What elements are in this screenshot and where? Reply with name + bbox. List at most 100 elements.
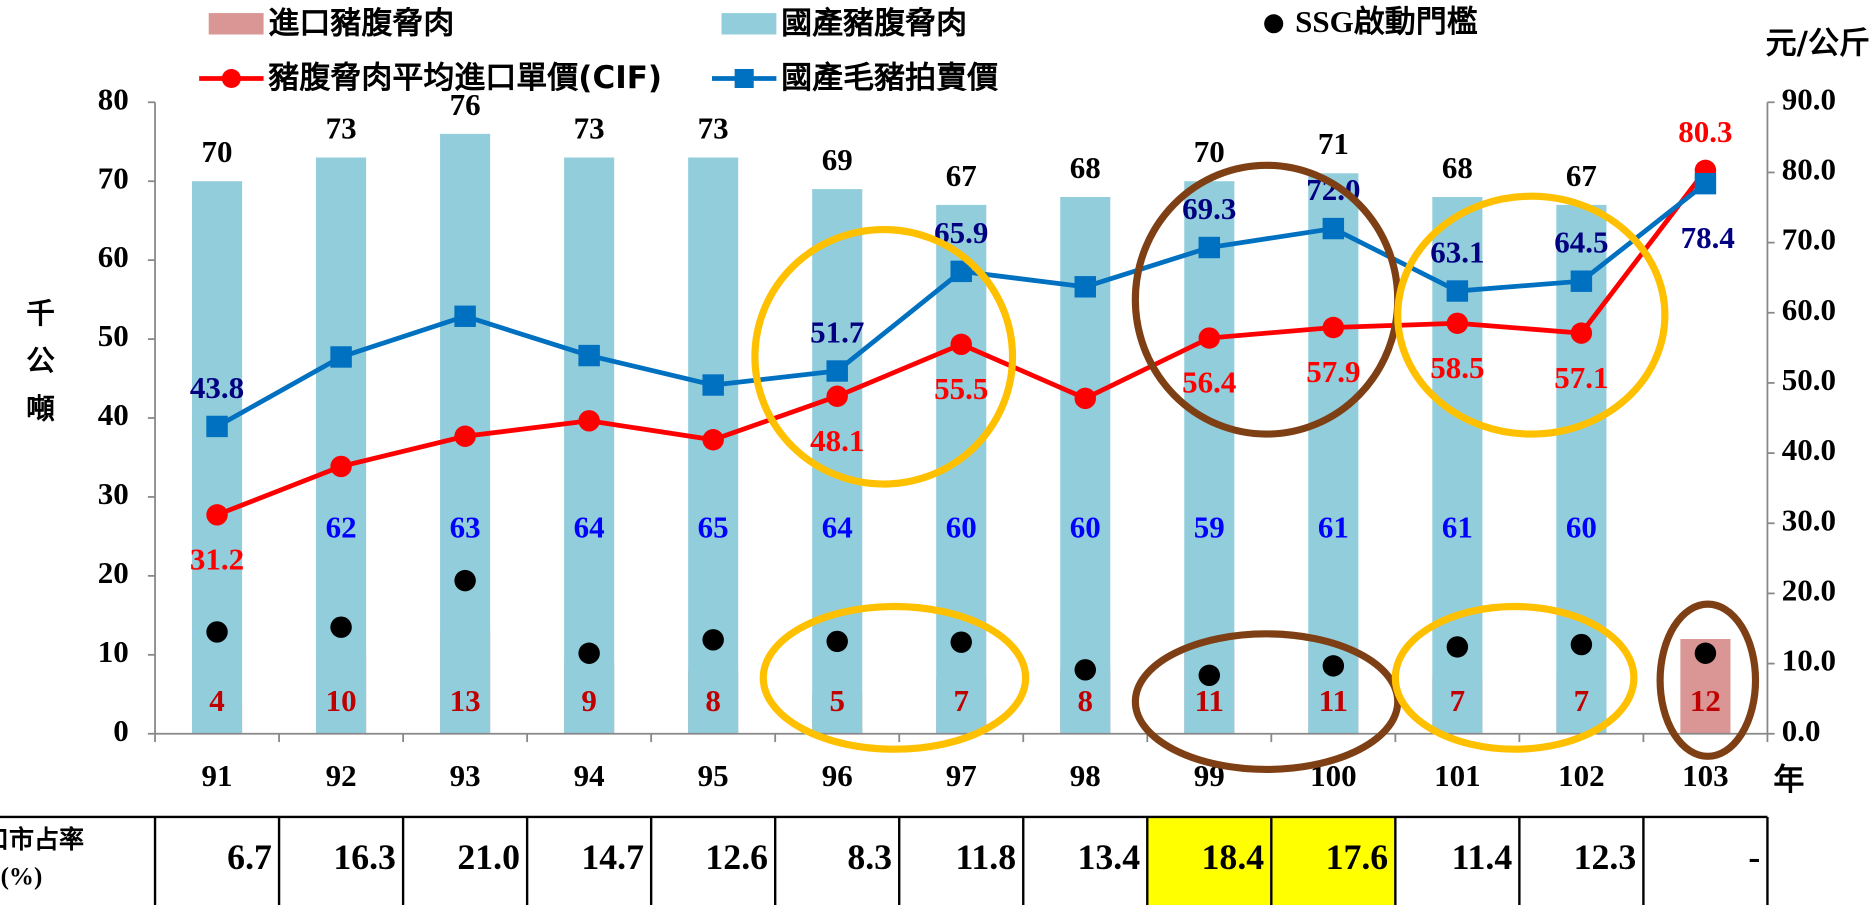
highlight-circle bbox=[759, 602, 1030, 753]
bar-label: 65 bbox=[698, 510, 729, 545]
marker bbox=[578, 344, 600, 367]
highlight-circle bbox=[751, 225, 1017, 488]
data-label: 56.4 bbox=[1182, 365, 1236, 400]
legend-label: 進口豬腹脅肉 bbox=[268, 6, 454, 42]
y2-tick-label: 30.0 bbox=[1782, 502, 1836, 537]
bar bbox=[1184, 181, 1235, 734]
bar-label: 13 bbox=[450, 683, 481, 718]
total-label: 73 bbox=[698, 111, 729, 146]
bar-label: 5 bbox=[829, 683, 845, 718]
point bbox=[1694, 642, 1717, 664]
x-tick-label: 91 bbox=[202, 758, 233, 793]
bar-label: 7 bbox=[1450, 683, 1466, 718]
total-label: 76 bbox=[450, 87, 481, 122]
legend-swatch bbox=[734, 68, 754, 89]
total-label: 68 bbox=[1442, 150, 1473, 185]
total-label: 67 bbox=[946, 158, 977, 193]
table-cell: 18.4 bbox=[1202, 837, 1265, 877]
y2-tick-label: 0.0 bbox=[1782, 713, 1821, 748]
table-cell: 11.8 bbox=[955, 837, 1016, 877]
point bbox=[1074, 659, 1097, 681]
table-cell: - bbox=[1748, 837, 1760, 877]
x-tick-label: 101 bbox=[1434, 758, 1481, 793]
bar bbox=[192, 181, 243, 734]
legend-swatch bbox=[1264, 14, 1284, 34]
marker bbox=[1446, 280, 1469, 302]
table-cell: 21.0 bbox=[457, 837, 520, 877]
x-tick-label: 92 bbox=[326, 758, 357, 793]
marker bbox=[1074, 387, 1097, 410]
point bbox=[950, 631, 972, 653]
total-label: 73 bbox=[326, 111, 357, 146]
bar-label: 12 bbox=[1690, 683, 1721, 718]
table-cell: 16.3 bbox=[333, 837, 396, 877]
marker bbox=[454, 425, 476, 447]
y2-tick-label: 90.0 bbox=[1782, 81, 1836, 116]
total-label: 70 bbox=[202, 134, 233, 169]
point bbox=[1570, 633, 1593, 656]
highlight-circle bbox=[1131, 630, 1402, 773]
marker bbox=[330, 346, 352, 368]
data-label: 31.2 bbox=[190, 542, 244, 577]
point bbox=[1198, 664, 1221, 687]
legend-label: SSG啟動門檻 bbox=[1295, 4, 1478, 39]
annotations bbox=[751, 161, 1760, 773]
marker bbox=[1074, 276, 1097, 298]
y2-label: 元/公斤 bbox=[1766, 26, 1870, 62]
y-tick-label: 50 bbox=[98, 318, 129, 353]
bar-label: 59 bbox=[1194, 510, 1225, 545]
marker bbox=[702, 429, 724, 451]
legend-label: 豬腹脅肉平均進口單價(CIF) bbox=[268, 60, 662, 96]
y-tick-label: 60 bbox=[98, 239, 129, 274]
bar-label: 61 bbox=[1442, 510, 1473, 545]
table-row-label: 進口市占率 bbox=[0, 825, 84, 854]
y-label: 千公噸 bbox=[26, 296, 55, 425]
data-label: 48.1 bbox=[810, 423, 864, 458]
bar-label: 4 bbox=[209, 683, 225, 718]
x-unit: 年 bbox=[1773, 762, 1804, 798]
bar bbox=[564, 157, 615, 734]
bar-label: 11 bbox=[1195, 683, 1224, 718]
table-cell: 11.4 bbox=[1452, 837, 1513, 877]
bar-label: 64 bbox=[574, 510, 605, 545]
bar-label: 61 bbox=[1318, 510, 1349, 545]
y-tick-label: 80 bbox=[98, 81, 129, 116]
y-tick-label: 0 bbox=[113, 713, 129, 748]
x-tick-label: 93 bbox=[450, 758, 481, 793]
bar-label: 60 bbox=[1566, 510, 1597, 545]
table-cell: 13.4 bbox=[1078, 837, 1141, 877]
y-tick-label: 30 bbox=[98, 476, 129, 511]
marker bbox=[454, 305, 476, 327]
y2-tick-label: 70.0 bbox=[1782, 222, 1836, 257]
y-tick-label: 20 bbox=[98, 555, 129, 590]
total-label: 73 bbox=[574, 111, 605, 146]
table-cell: 8.3 bbox=[847, 837, 892, 877]
data-label: 69.3 bbox=[1182, 191, 1236, 226]
legend-swatch bbox=[208, 13, 264, 35]
point bbox=[578, 642, 600, 664]
marker bbox=[330, 455, 352, 478]
data-label: 55.5 bbox=[934, 371, 988, 406]
x-tick-label: 97 bbox=[946, 758, 977, 793]
cell-highlight bbox=[1271, 816, 1396, 905]
x-tick-label: 103 bbox=[1682, 758, 1729, 793]
bar-label: 60 bbox=[1070, 510, 1101, 545]
legend-label: 國產毛豬拍賣價 bbox=[781, 60, 998, 96]
cell-highlight bbox=[1147, 816, 1272, 905]
total-label: 70 bbox=[1194, 134, 1225, 169]
marker bbox=[1198, 236, 1221, 259]
x-tick-label: 96 bbox=[822, 758, 853, 793]
y2-tick-label: 10.0 bbox=[1782, 643, 1836, 678]
highlight-circle bbox=[1656, 600, 1760, 760]
bar-label: 60 bbox=[946, 510, 977, 545]
x-tick-label: 94 bbox=[574, 758, 605, 793]
bar-label: 62 bbox=[326, 510, 357, 545]
bar-label: 63 bbox=[450, 510, 481, 545]
bar-label: 9 bbox=[581, 683, 597, 718]
marker bbox=[950, 260, 972, 283]
y-tick-label: 40 bbox=[98, 397, 129, 432]
highlight-circle bbox=[1394, 192, 1669, 438]
point bbox=[206, 621, 228, 643]
marker bbox=[1322, 316, 1345, 339]
